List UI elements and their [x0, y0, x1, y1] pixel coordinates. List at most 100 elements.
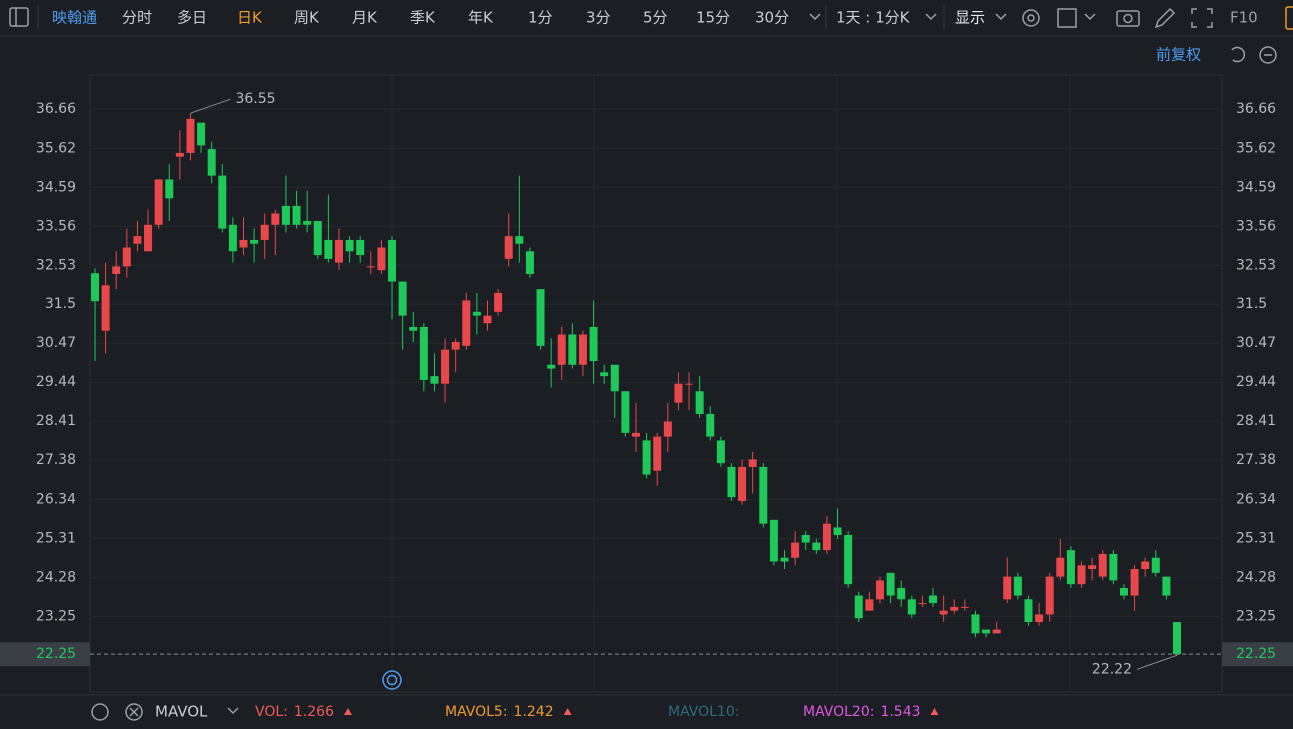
candle-body	[1013, 576, 1022, 596]
candle-body	[950, 606, 959, 611]
period-tab[interactable]: 5分	[643, 9, 668, 27]
display-menu[interactable]: 显示	[955, 9, 985, 27]
candle-body	[610, 364, 619, 392]
layout-icon[interactable]	[1057, 8, 1077, 28]
y-tick-label-right: 28.41	[1236, 413, 1276, 429]
indicator-label: MAVOL5:	[445, 704, 508, 720]
candle-body	[281, 205, 290, 225]
candle-body	[578, 334, 587, 365]
candle-body	[547, 364, 556, 369]
zoom-out-icon[interactable]	[1259, 46, 1277, 64]
y-tick-label: 34.59	[36, 179, 76, 195]
period-tab[interactable]: 周K	[294, 9, 320, 27]
more-chevron[interactable]	[809, 13, 821, 21]
last-price-label-right: 22.25	[1236, 646, 1276, 662]
candle-body	[483, 315, 492, 324]
candle-body	[451, 342, 460, 350]
candle-body	[759, 466, 768, 524]
candle-body	[939, 610, 948, 615]
candle-body	[982, 629, 991, 634]
period-tab[interactable]: 季K	[410, 9, 436, 27]
candle-body	[122, 247, 131, 267]
y-tick-label-right: 24.28	[1236, 569, 1276, 585]
y-tick-label: 24.28	[36, 569, 76, 585]
period-tab[interactable]: 月K	[352, 9, 378, 27]
candle-body	[1035, 614, 1044, 623]
candle-body	[334, 239, 343, 263]
candle-body	[886, 572, 895, 596]
plot: 36.66 36.66 35.62 35.62 34.59 34.59 33.56 33.56…	[0, 91, 1293, 677]
y-tick-label-right: 31.5	[1236, 296, 1267, 312]
indicator-label: MAVOL20:	[803, 704, 874, 720]
candle-body	[504, 236, 513, 259]
max-leader	[190, 98, 231, 114]
candle-body	[1024, 599, 1033, 623]
candle-body	[112, 266, 121, 274]
candle-body	[462, 300, 471, 346]
y-tick-label: 35.62	[36, 140, 76, 156]
period-tabs: 分时 多日 日K 周K 月K 季K 年K 1分 3分 5分 15分 30分	[122, 9, 789, 27]
candle-body	[833, 527, 842, 536]
candle-body	[197, 122, 206, 146]
candle-body	[388, 239, 397, 282]
last-price-label: 22.25	[36, 646, 76, 662]
fullscreen-icon[interactable]	[1191, 8, 1213, 28]
camera-lens	[1123, 13, 1133, 24]
last-price-box	[0, 642, 90, 667]
candle-body	[642, 440, 651, 475]
event-marker-core	[386, 674, 398, 686]
event-marker[interactable]	[382, 670, 402, 690]
period-tab[interactable]: 年K	[468, 9, 494, 27]
candle-body	[1162, 576, 1171, 596]
indicator-chevron	[227, 707, 239, 715]
edge-button[interactable]	[1285, 6, 1293, 30]
candle-body	[345, 239, 354, 252]
last-price-box-right	[1222, 642, 1293, 667]
candle-body	[292, 205, 301, 225]
stock-name[interactable]: 映翰通	[52, 9, 97, 27]
settings-icon[interactable]	[1022, 9, 1040, 27]
indicator-name[interactable]: MAVOL	[155, 703, 208, 721]
period-tab[interactable]: 多日	[177, 9, 207, 27]
candle-body	[663, 421, 672, 437]
min-label: 22.22	[1092, 661, 1132, 677]
period-tab[interactable]: 30分	[755, 9, 789, 27]
period-tab[interactable]: 日K	[237, 9, 263, 27]
candle-body	[621, 391, 630, 433]
period-tab[interactable]: 分时	[122, 9, 152, 27]
camera-icon[interactable]	[1116, 10, 1140, 27]
candle-body	[1077, 565, 1086, 585]
candle-body	[1088, 565, 1097, 570]
candle-body	[897, 587, 906, 600]
candle-body	[536, 289, 545, 346]
sidebar-toggle[interactable]	[9, 7, 29, 27]
min-leader	[1136, 654, 1178, 670]
indicator-value: 1.543	[880, 704, 920, 720]
candle-body	[324, 239, 333, 259]
display-chevron	[995, 13, 1007, 21]
y-tick-label-right: 34.59	[1236, 179, 1276, 195]
candle-body	[1109, 553, 1118, 581]
candle-body	[430, 376, 439, 384]
y-tick-label-right: 32.53	[1236, 257, 1276, 273]
adjust-mode[interactable]: 前复权	[1156, 46, 1201, 64]
reset-icon[interactable]	[1231, 46, 1246, 63]
period-tab[interactable]: 1分	[528, 9, 553, 27]
period-tab[interactable]: 15分	[696, 9, 730, 27]
f10-button[interactable]: F10	[1230, 9, 1258, 27]
period-selector[interactable]: 1天 : 1分K	[836, 9, 911, 27]
candle-body	[515, 236, 524, 244]
indicator-settings[interactable]	[91, 703, 109, 721]
indicator-close[interactable]	[125, 703, 143, 721]
candle-body	[791, 542, 800, 558]
candle-body	[971, 614, 980, 634]
candle-body	[250, 239, 259, 244]
draw-icon[interactable]	[1154, 7, 1176, 29]
candle-body	[738, 466, 747, 501]
y-tick-label-right: 33.56	[1236, 218, 1276, 234]
candle-body	[1119, 587, 1128, 596]
candle-body	[674, 383, 683, 403]
candle-body	[144, 224, 153, 252]
period-tab[interactable]: 3分	[586, 9, 611, 27]
